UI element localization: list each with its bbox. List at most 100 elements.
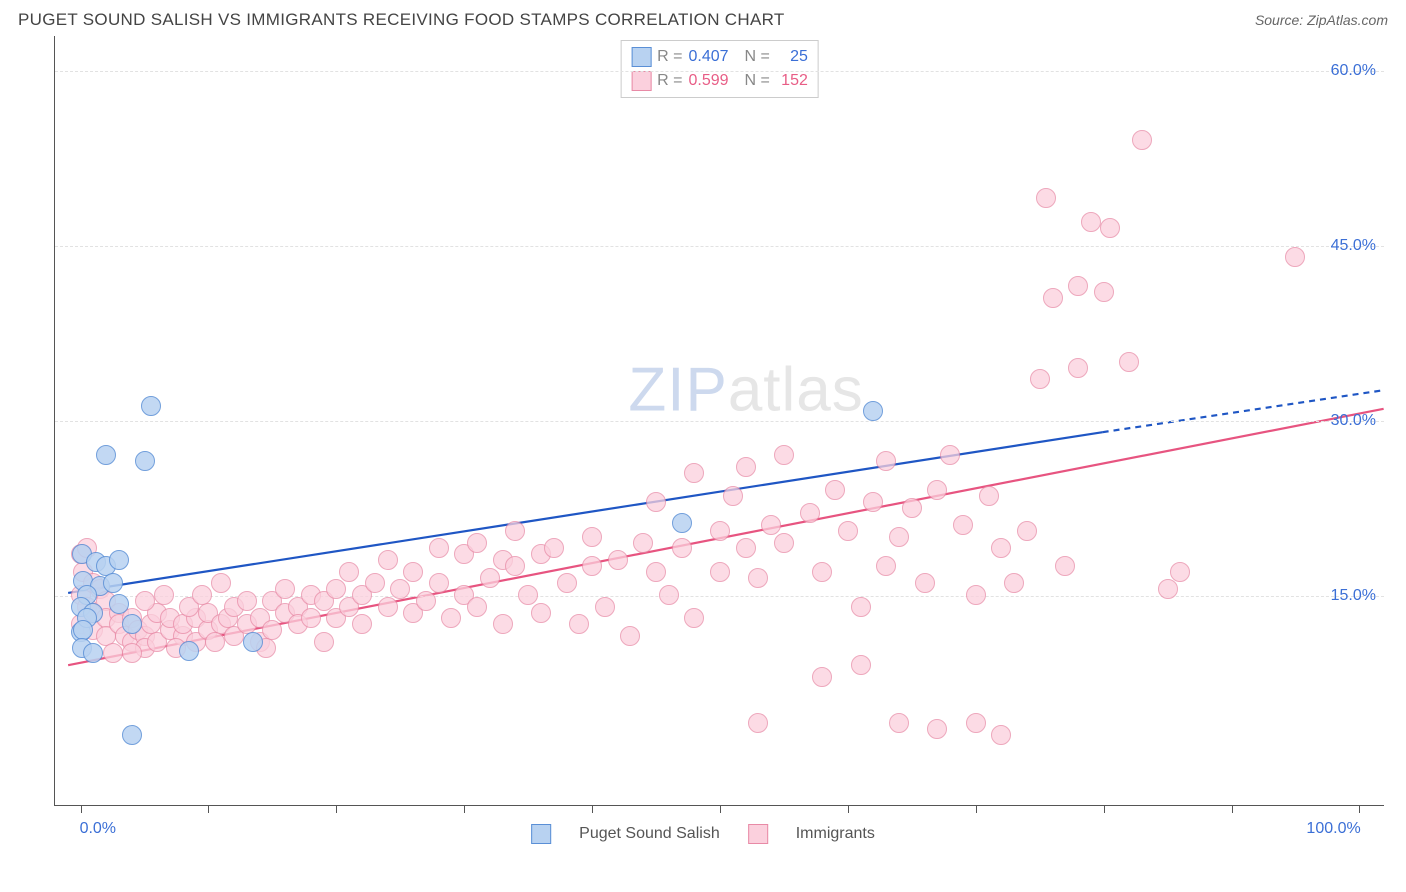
n-label: N =: [745, 45, 770, 69]
point-pink: [927, 719, 947, 739]
n-label: N =: [745, 69, 770, 93]
x-tick: [208, 805, 209, 813]
point-pink: [1017, 521, 1037, 541]
point-blue: [103, 573, 123, 593]
chart-title: PUGET SOUND SALISH VS IMMIGRANTS RECEIVI…: [18, 10, 785, 30]
x-tick: [1359, 805, 1360, 813]
watermark: ZIPatlas: [628, 354, 863, 425]
point-pink: [684, 463, 704, 483]
correlation-legend: R = 0.407 N = 25 R = 0.599 N = 152: [620, 40, 819, 98]
point-pink: [710, 562, 730, 582]
series-name-pink: Immigrants: [796, 825, 875, 843]
chart: Receiving Food Stamps ZIPatlas R = 0.407…: [18, 36, 1388, 806]
point-pink: [1285, 247, 1305, 267]
point-pink: [505, 556, 525, 576]
point-pink: [429, 538, 449, 558]
point-pink: [205, 632, 225, 652]
point-pink: [237, 591, 257, 611]
point-pink: [800, 503, 820, 523]
legend-row-blue: R = 0.407 N = 25: [631, 45, 808, 69]
x-max-label: 100.0%: [1306, 820, 1360, 838]
source-label: Source:: [1255, 12, 1307, 28]
point-blue: [672, 513, 692, 533]
gridline: [55, 71, 1384, 72]
point-pink: [301, 608, 321, 628]
watermark-b: atlas: [728, 355, 864, 424]
point-pink: [876, 556, 896, 576]
point-pink: [1043, 288, 1063, 308]
point-pink: [339, 562, 359, 582]
point-pink: [569, 614, 589, 634]
point-pink: [812, 562, 832, 582]
point-pink: [620, 626, 640, 646]
plot-area: ZIPatlas R = 0.407 N = 25 R = 0.599 N = …: [54, 36, 1384, 806]
point-pink: [608, 550, 628, 570]
point-pink: [154, 585, 174, 605]
point-pink: [1170, 562, 1190, 582]
point-pink: [851, 655, 871, 675]
point-pink: [365, 573, 385, 593]
point-pink: [103, 643, 123, 663]
point-pink: [544, 538, 564, 558]
point-pink: [825, 480, 845, 500]
x-tick: [1104, 805, 1105, 813]
x-tick: [336, 805, 337, 813]
point-blue: [122, 614, 142, 634]
point-pink: [211, 573, 231, 593]
swatch-pink: [748, 824, 768, 844]
point-pink: [493, 614, 513, 634]
legend-row-pink: R = 0.599 N = 152: [631, 69, 808, 93]
point-blue: [135, 451, 155, 471]
point-pink: [352, 614, 372, 634]
n-blue: 25: [776, 45, 808, 69]
point-pink: [1055, 556, 1075, 576]
r-blue: 0.407: [688, 45, 728, 69]
point-pink: [1100, 218, 1120, 238]
watermark-a: ZIP: [628, 355, 727, 424]
point-pink: [480, 568, 500, 588]
point-pink: [390, 579, 410, 599]
point-blue: [96, 445, 116, 465]
point-blue: [109, 550, 129, 570]
point-pink: [812, 667, 832, 687]
point-blue: [863, 401, 883, 421]
point-pink: [531, 603, 551, 623]
point-pink: [275, 579, 295, 599]
point-pink: [314, 632, 334, 652]
point-pink: [748, 713, 768, 733]
point-pink: [467, 533, 487, 553]
point-pink: [774, 445, 794, 465]
point-pink: [1036, 188, 1056, 208]
point-pink: [505, 521, 525, 541]
point-pink: [122, 643, 142, 663]
series-name-blue: Puget Sound Salish: [579, 825, 720, 843]
point-pink: [659, 585, 679, 605]
n-pink: 152: [776, 69, 808, 93]
point-pink: [326, 579, 346, 599]
point-pink: [582, 527, 602, 547]
point-pink: [646, 562, 666, 582]
point-pink: [774, 533, 794, 553]
point-blue: [83, 643, 103, 663]
point-pink: [710, 521, 730, 541]
point-pink: [851, 597, 871, 617]
point-pink: [1081, 212, 1101, 232]
y-tick-label: 15.0%: [1331, 587, 1376, 605]
swatch-pink: [631, 71, 651, 91]
point-pink: [403, 562, 423, 582]
point-pink: [902, 498, 922, 518]
point-pink: [736, 457, 756, 477]
point-pink: [646, 492, 666, 512]
point-pink: [429, 573, 449, 593]
x-tick: [720, 805, 721, 813]
point-pink: [1068, 358, 1088, 378]
gridline: [55, 246, 1384, 247]
point-pink: [761, 515, 781, 535]
point-blue: [122, 725, 142, 745]
x-tick: [464, 805, 465, 813]
point-pink: [684, 608, 704, 628]
point-pink: [889, 713, 909, 733]
point-blue: [141, 396, 161, 416]
point-pink: [672, 538, 692, 558]
point-pink: [1132, 130, 1152, 150]
